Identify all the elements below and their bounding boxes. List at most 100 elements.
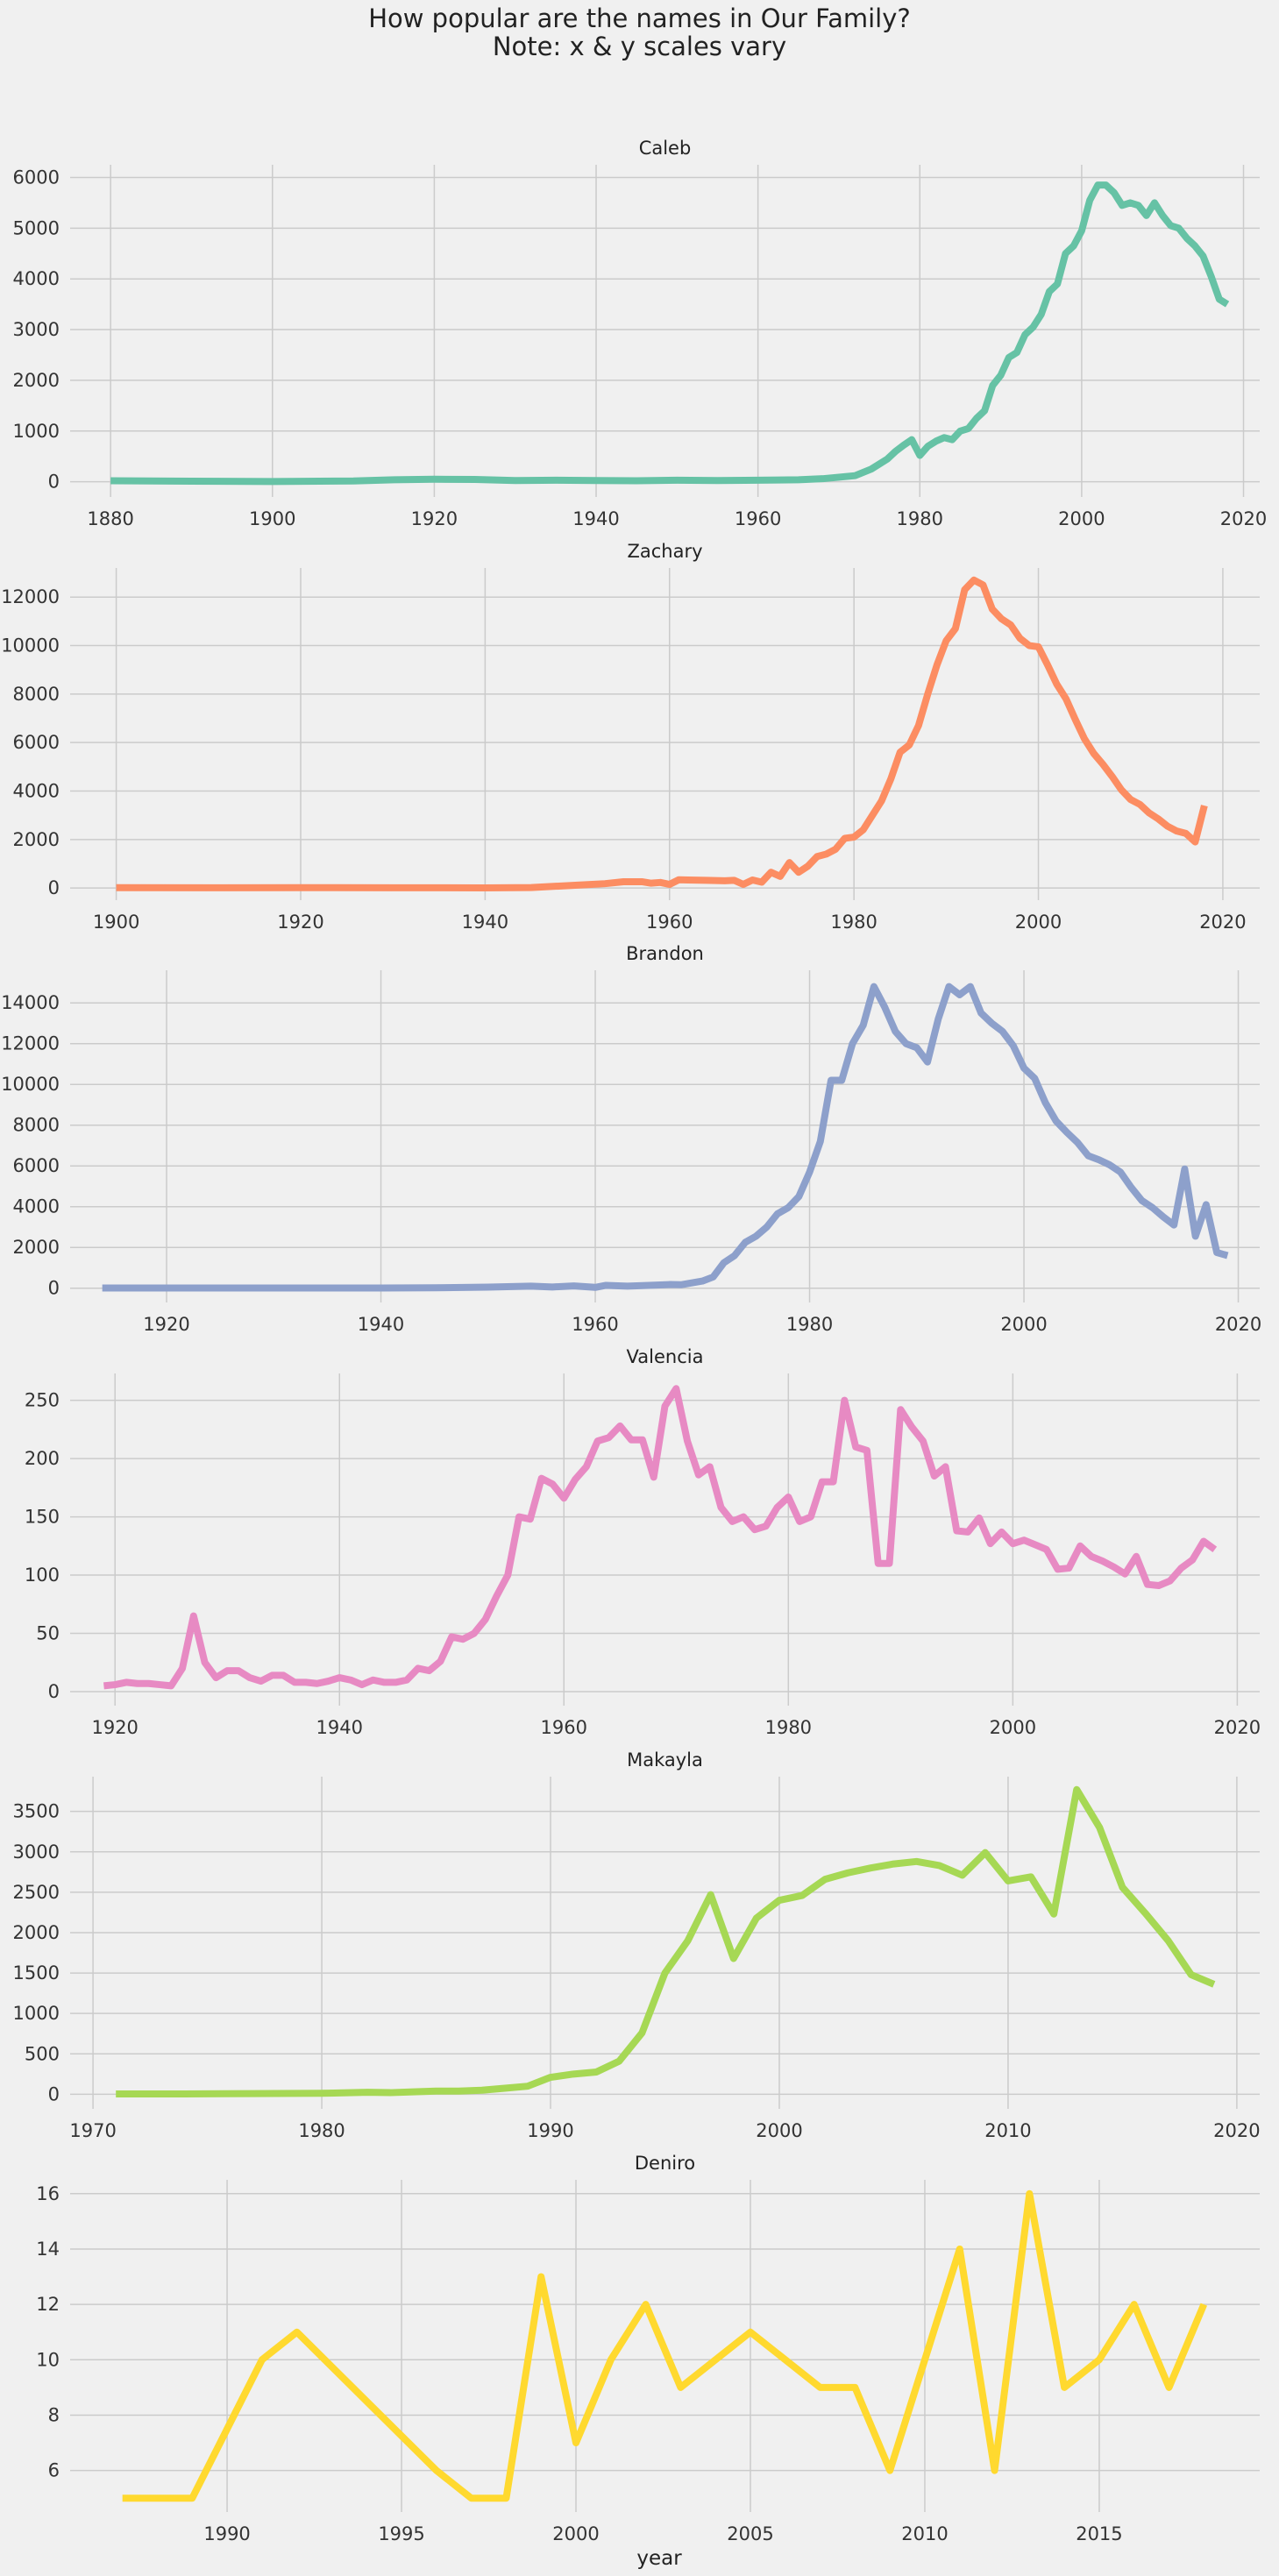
chart-title: Caleb [639, 138, 692, 159]
x-tick-label: 2000 [1015, 912, 1062, 933]
y-tick-label: 250 [25, 1390, 60, 1411]
y-tick-label: 2000 [13, 829, 60, 850]
y-tick-label: 2000 [13, 370, 60, 391]
chart-panel-brandon: Brandon 0 2000 4000 6000 8000 10000 12000 14000 1… [1, 943, 1261, 1335]
x-tick-label: 1900 [93, 912, 139, 933]
y-tick-label: 6000 [13, 167, 60, 188]
y-tick-label: 150 [25, 1507, 60, 1528]
y-tick-label: 8000 [13, 1115, 60, 1136]
chart-panel-makayla: Makayla 0 500 1000 1500 2000 2500 3000 3500 1970 1… [13, 1749, 1261, 2141]
x-tick-label: 2000 [1000, 1314, 1047, 1335]
x-tick-label: 1920 [277, 912, 323, 933]
figure-subtitle: Note: x & y scales vary [492, 32, 787, 61]
x-tick-label: 1940 [316, 1717, 363, 1738]
chart-title: Zachary [627, 541, 702, 562]
y-tick-label: 6 [48, 2460, 60, 2481]
y-tick-label: 6000 [13, 732, 60, 753]
y-tick-label: 0 [48, 1278, 60, 1299]
y-tick-label: 10 [36, 2349, 60, 2370]
x-tick-label: 2015 [1076, 2523, 1122, 2544]
y-tick-label: 4000 [13, 781, 60, 802]
x-tick-label: 1990 [203, 2523, 250, 2544]
x-tick-label: 1980 [298, 2120, 345, 2141]
chart-title: Deniro [635, 2153, 695, 2174]
y-tick-label: 10000 [1, 1074, 60, 1095]
x-tick-label: 1940 [572, 508, 619, 529]
x-tick-label: 1970 [69, 2120, 116, 2141]
y-tick-label: 12 [36, 2294, 60, 2315]
series-line-brandon [102, 983, 1229, 1292]
chart-title: Makayla [627, 1749, 703, 1771]
x-tick-label: 2000 [552, 2523, 599, 2544]
y-tick-label: 2500 [13, 1882, 60, 1903]
x-tick-label: 1940 [462, 912, 508, 933]
series-line-deniro [122, 2189, 1208, 2502]
x-tick-label: 2020 [1214, 1717, 1261, 1738]
x-tick-label: 2010 [901, 2523, 948, 2544]
x-tick-label: 1960 [735, 508, 781, 529]
x-axis-label: year [636, 2547, 682, 2570]
series-line-zachary [116, 576, 1208, 891]
series-line-valencia [103, 1385, 1218, 1690]
y-tick-label: 5000 [13, 217, 60, 238]
y-tick-label: 4000 [13, 268, 60, 289]
y-tick-label: 0 [48, 877, 60, 898]
x-tick-label: 1980 [765, 1717, 812, 1738]
y-tick-label: 14 [36, 2239, 60, 2260]
y-tick-label: 1000 [13, 421, 60, 442]
x-tick-label: 1940 [358, 1314, 404, 1335]
chart-panel-caleb: Caleb 0 1000 2000 3000 4000 5000 6000 1880 1900 19… [13, 138, 1268, 529]
y-tick-label: 2000 [13, 1922, 60, 1943]
x-tick-label: 2000 [990, 1717, 1036, 1738]
x-tick-label: 1980 [830, 912, 877, 933]
x-tick-label: 1960 [646, 912, 693, 933]
y-tick-label: 2000 [13, 1237, 60, 1258]
y-tick-label: 8 [48, 2404, 60, 2425]
x-tick-label: 1995 [378, 2523, 424, 2544]
x-tick-label: 1920 [411, 508, 458, 529]
y-tick-label: 3000 [13, 1842, 60, 1863]
x-tick-label: 2000 [1058, 508, 1105, 529]
x-tick-label: 2020 [1220, 508, 1267, 529]
series-line-makayla [116, 1785, 1216, 2097]
x-tick-label: 1980 [897, 508, 943, 529]
y-tick-label: 3500 [13, 1801, 60, 1822]
figure-title: How popular are the names in Our Family? [368, 4, 911, 33]
x-tick-label: 1990 [527, 2120, 573, 2141]
y-tick-label: 100 [25, 1565, 60, 1586]
x-tick-label: 1920 [143, 1314, 189, 1335]
y-tick-label: 3000 [13, 319, 60, 340]
x-tick-label: 1960 [541, 1717, 587, 1738]
chart-panel-zachary: Zachary 0 2000 4000 6000 8000 10000 12000 1900 19… [1, 541, 1260, 933]
y-tick-label: 0 [48, 472, 60, 493]
y-tick-label: 0 [48, 2083, 60, 2104]
x-tick-label: 1920 [91, 1717, 138, 1738]
y-tick-label: 10000 [1, 635, 60, 656]
x-tick-label: 2020 [1215, 1314, 1261, 1335]
x-tick-label: 1900 [249, 508, 295, 529]
x-tick-label: 2000 [756, 2120, 802, 2141]
y-tick-label: 12000 [1, 1033, 60, 1054]
y-tick-label: 6000 [13, 1155, 60, 1176]
x-tick-label: 2010 [984, 2120, 1031, 2141]
y-tick-label: 1000 [13, 2003, 60, 2024]
y-tick-label: 16 [36, 2183, 60, 2204]
y-tick-label: 12000 [1, 586, 60, 607]
y-tick-label: 1500 [13, 1962, 60, 1983]
chart-title: Valencia [627, 1346, 704, 1367]
series-line-caleb [110, 181, 1230, 486]
x-tick-label: 1980 [786, 1314, 833, 1335]
y-tick-label: 500 [25, 2043, 60, 2064]
y-tick-label: 8000 [13, 684, 60, 705]
y-tick-label: 4000 [13, 1196, 60, 1217]
x-tick-label: 2005 [727, 2523, 773, 2544]
chart-panel-valencia: Valencia 0 50 100 150 200 250 1920 1940 1960 1980 2… [25, 1346, 1261, 1738]
y-tick-label: 14000 [1, 992, 60, 1013]
chart-title: Brandon [626, 943, 704, 964]
x-tick-label: 2020 [1213, 2120, 1260, 2141]
x-tick-label: 1880 [87, 508, 133, 529]
y-tick-label: 200 [25, 1448, 60, 1469]
y-tick-label: 0 [48, 1681, 60, 1702]
